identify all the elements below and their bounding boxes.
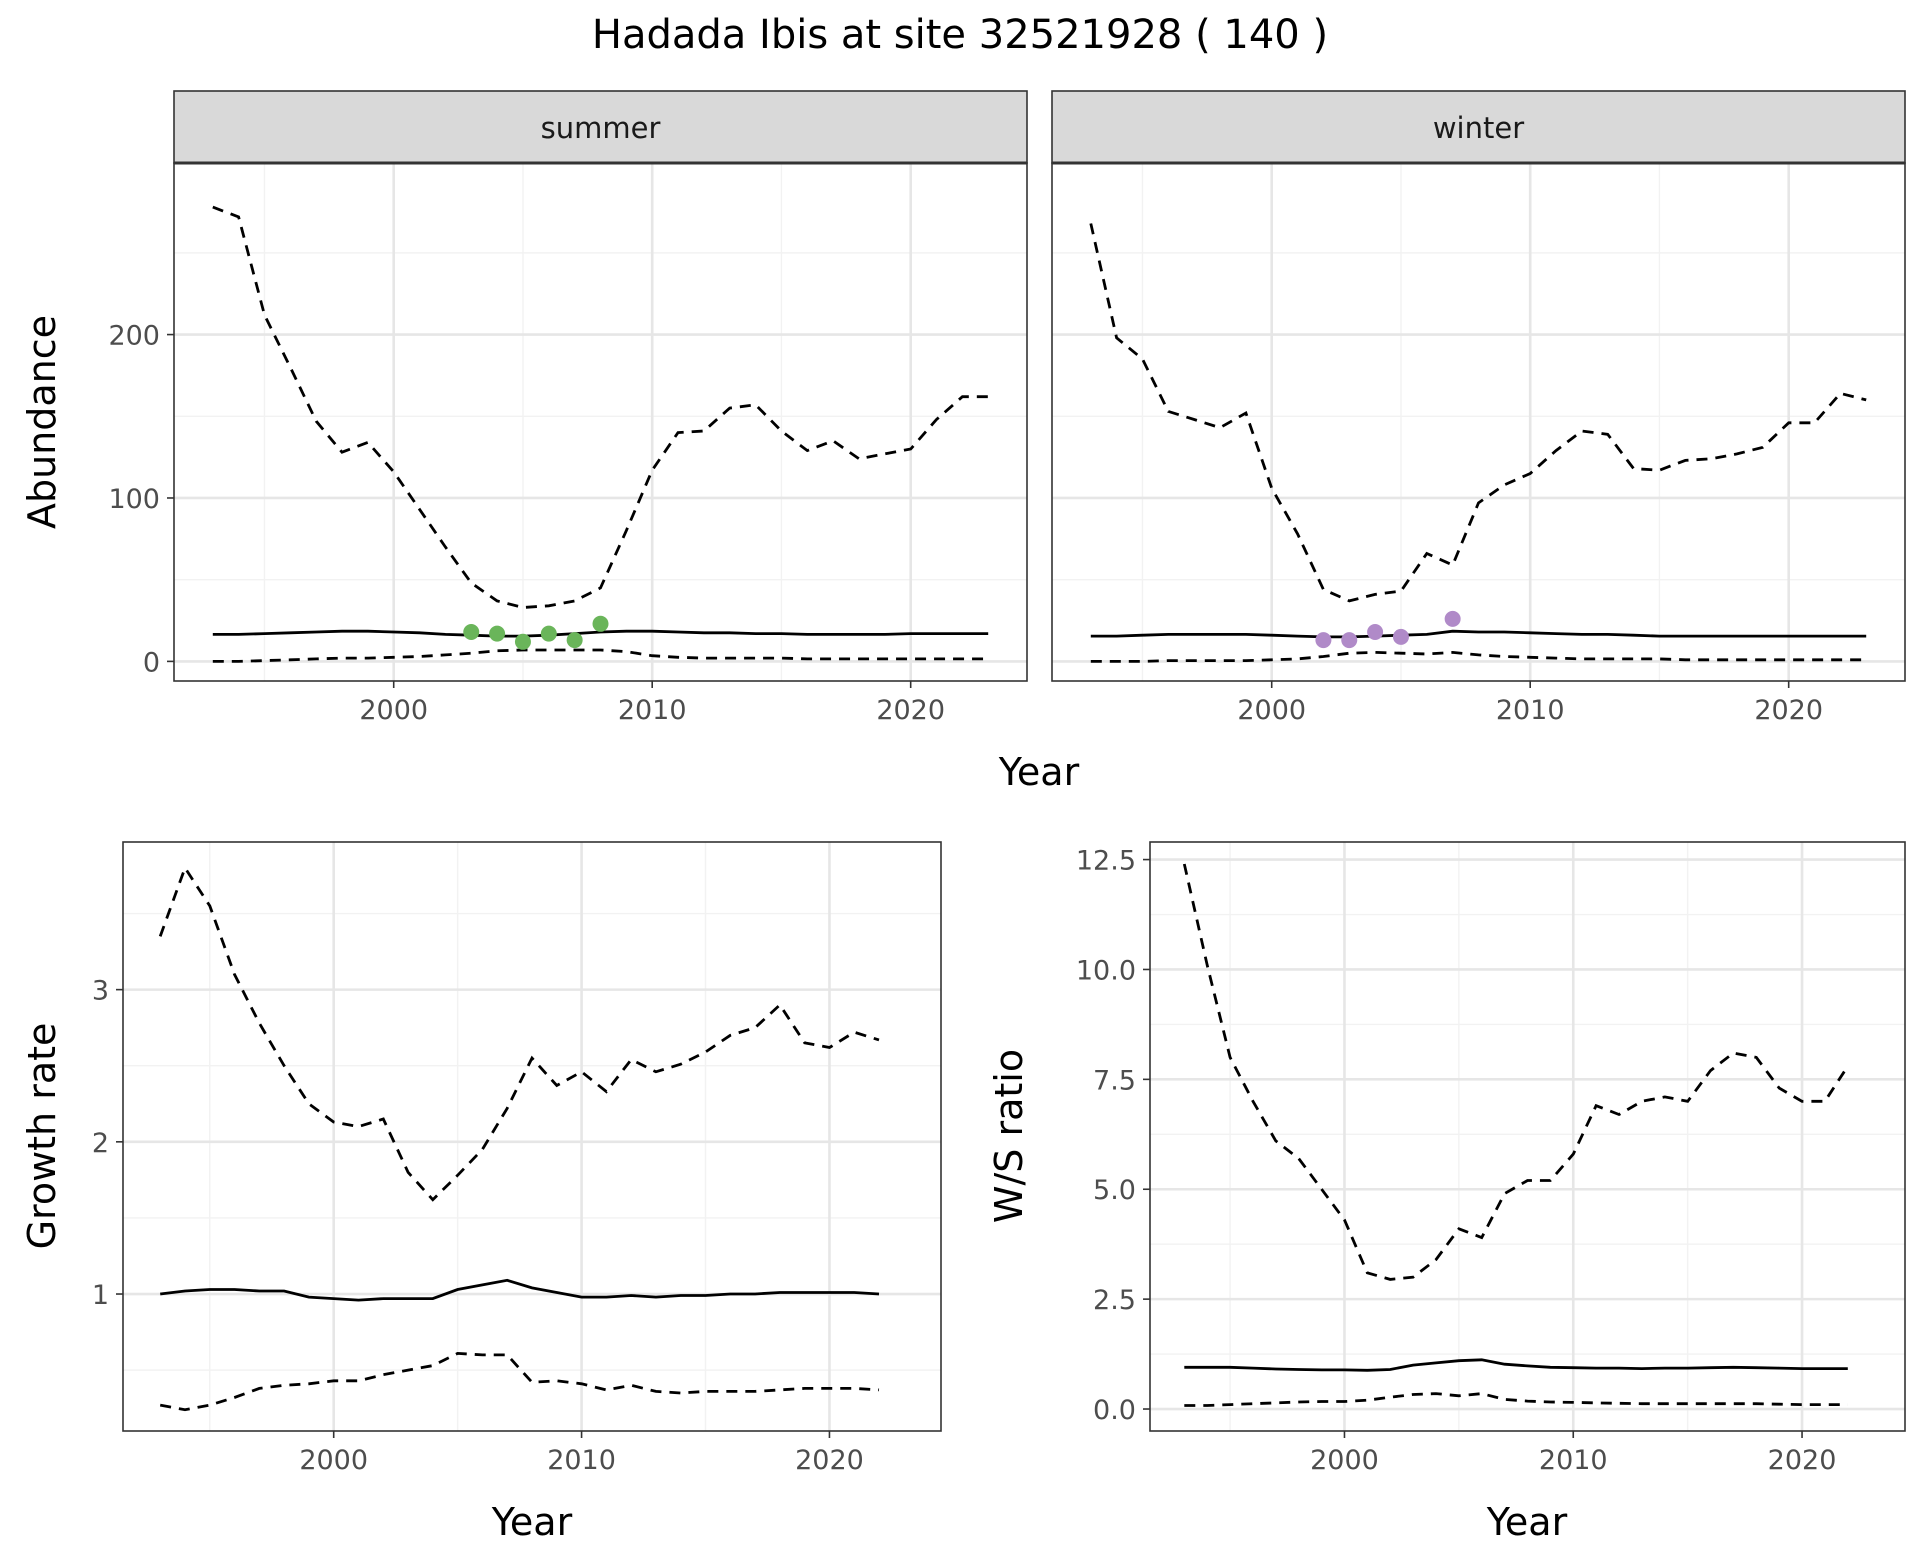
lower-bound-line (1184, 1392, 1848, 1407)
ws-ratio-x-axis-title: Year (1486, 1500, 1568, 1544)
y-tick-label: 2 (92, 1128, 109, 1159)
panel-border (1149, 841, 1906, 1432)
mean-line (160, 1278, 880, 1302)
ws-ratio-y-axis-title: W/S ratio (987, 1049, 1031, 1223)
y-tick-label: 7.5 (1093, 1065, 1136, 1096)
upper-bound-line (1182, 863, 1849, 1281)
mean-line (1090, 629, 1867, 639)
x-tick-label: 2020 (876, 695, 945, 726)
x-tick-label: 2010 (1539, 1445, 1608, 1476)
y-tick-label: 5.0 (1093, 1175, 1136, 1206)
growth-x-axis-title: Year (491, 1500, 573, 1544)
upper-bound-line (158, 864, 880, 1202)
facet-strip (173, 90, 1028, 164)
panel-border (173, 162, 1028, 682)
mean-line (1184, 1358, 1848, 1372)
mean-line (212, 629, 989, 638)
growth-y-axis-title: Growth rate (20, 1023, 64, 1250)
x-tick-label: 2010 (1496, 695, 1565, 726)
x-tick-label: 2000 (359, 695, 428, 726)
observed-point (1367, 623, 1384, 640)
y-tick-label: 200 (108, 321, 160, 352)
x-tick-label: 2020 (1754, 695, 1823, 726)
growth-rate-panel: 2000 2010 2020 1 2 3 (92, 841, 942, 1476)
x-tick-label: 2000 (1237, 695, 1306, 726)
observed-point (566, 632, 583, 649)
facet-strip (1051, 90, 1906, 164)
x-tick-label: 2010 (618, 695, 687, 726)
y-tick-label: 2.5 (1093, 1285, 1136, 1316)
figure-title: Hadada Ibis at site 32521928 ( 140 ) (592, 12, 1328, 58)
y-tick-label: 100 (108, 484, 160, 515)
upper-bound-line (1089, 223, 1867, 603)
observed-point (1315, 632, 1332, 649)
x-tick-label: 2020 (1768, 1445, 1837, 1476)
abundance-x-axis-title: Year (998, 750, 1080, 794)
y-tick-label: 3 (92, 976, 109, 1007)
observed-point (1444, 610, 1461, 627)
panel-border (122, 841, 942, 1432)
x-tick-label: 2010 (547, 1445, 616, 1476)
y-tick-label: 1 (92, 1280, 109, 1311)
facet-strip-label: summer (541, 111, 661, 145)
x-tick-label: 2000 (299, 1445, 368, 1476)
ws-ratio-panel: 2000 2010 2020 0.0 2.5 5.0 7.5 10.0 12.5 (1076, 841, 1906, 1476)
abundance-winter-panel: winter 2000 2010 2020 (1051, 90, 1906, 726)
y-tick-label: 12.5 (1076, 846, 1136, 877)
y-tick-label: 0.0 (1093, 1395, 1136, 1426)
lower-bound-line (159, 1351, 880, 1412)
observed-point (463, 623, 480, 640)
abundance-summer-panel: summer 2000 2010 2020 0 100 200 (108, 90, 1028, 726)
observed-point (592, 615, 609, 632)
facet-strip-label: winter (1433, 111, 1524, 145)
lower-bound-line (212, 648, 989, 663)
observed-point (540, 625, 557, 642)
upper-bound-line (212, 205, 989, 609)
observed-point (489, 625, 506, 642)
panel-border (1051, 162, 1906, 682)
observed-point (1341, 632, 1358, 649)
x-tick-label: 2020 (795, 1445, 864, 1476)
observed-point (1392, 628, 1409, 645)
observed-point (514, 633, 531, 650)
y-tick-label: 10.0 (1076, 955, 1136, 986)
abundance-y-axis-title: Abundance (20, 315, 64, 529)
y-tick-label: 0 (143, 647, 160, 678)
lower-bound-line (1090, 650, 1867, 663)
x-tick-label: 2000 (1310, 1445, 1379, 1476)
